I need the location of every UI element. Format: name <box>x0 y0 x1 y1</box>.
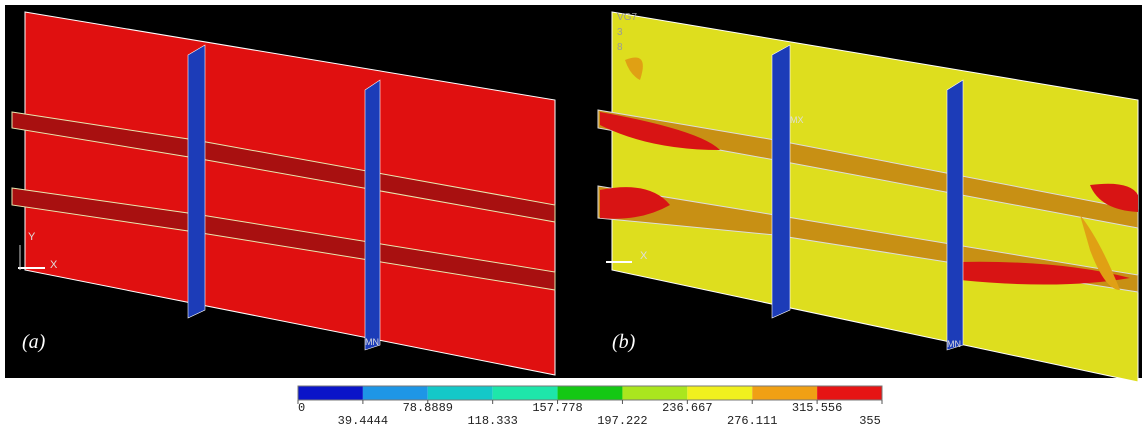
color-segment <box>752 386 817 400</box>
max-marker: MX <box>790 115 804 125</box>
tick-label: 39.4444 <box>338 414 388 428</box>
figure: Y X MN (a) VG7 3 8 MX X MN (b) 0 39.4444 7… <box>0 0 1142 436</box>
info-text: 8 <box>617 42 623 53</box>
min-marker: MN <box>947 339 961 349</box>
info-text: VG7 <box>617 12 637 23</box>
tick-label: 0 <box>298 401 305 415</box>
color-segment <box>363 386 428 400</box>
tick-label: 236.667 <box>662 401 712 415</box>
tick-label: 157.778 <box>532 401 582 415</box>
tick-label: 197.222 <box>597 414 647 428</box>
axis-label: Y <box>28 231 36 243</box>
tick-label: 118.333 <box>467 414 517 428</box>
color-segment <box>558 386 623 400</box>
axis-label: X <box>50 259 58 271</box>
color-segment <box>687 386 752 400</box>
tick-label: 276.111 <box>727 414 777 428</box>
color-segment <box>298 386 363 400</box>
color-segment <box>817 386 882 400</box>
color-segment <box>428 386 493 400</box>
color-segment <box>493 386 558 400</box>
tick-label: 355 <box>859 414 881 428</box>
tick-label: 315.556 <box>792 401 842 415</box>
panel-label: (a) <box>22 331 46 353</box>
axis-label: X <box>640 250 648 262</box>
info-text: 3 <box>617 27 623 38</box>
min-marker: MN <box>365 337 379 347</box>
color-segment <box>622 386 687 400</box>
colorbar: 0 39.4444 78.8889 118.333 157.778 197.222 236.… <box>298 386 882 428</box>
tick-label: 78.8889 <box>403 401 453 415</box>
panel-label: (b) <box>612 331 636 353</box>
